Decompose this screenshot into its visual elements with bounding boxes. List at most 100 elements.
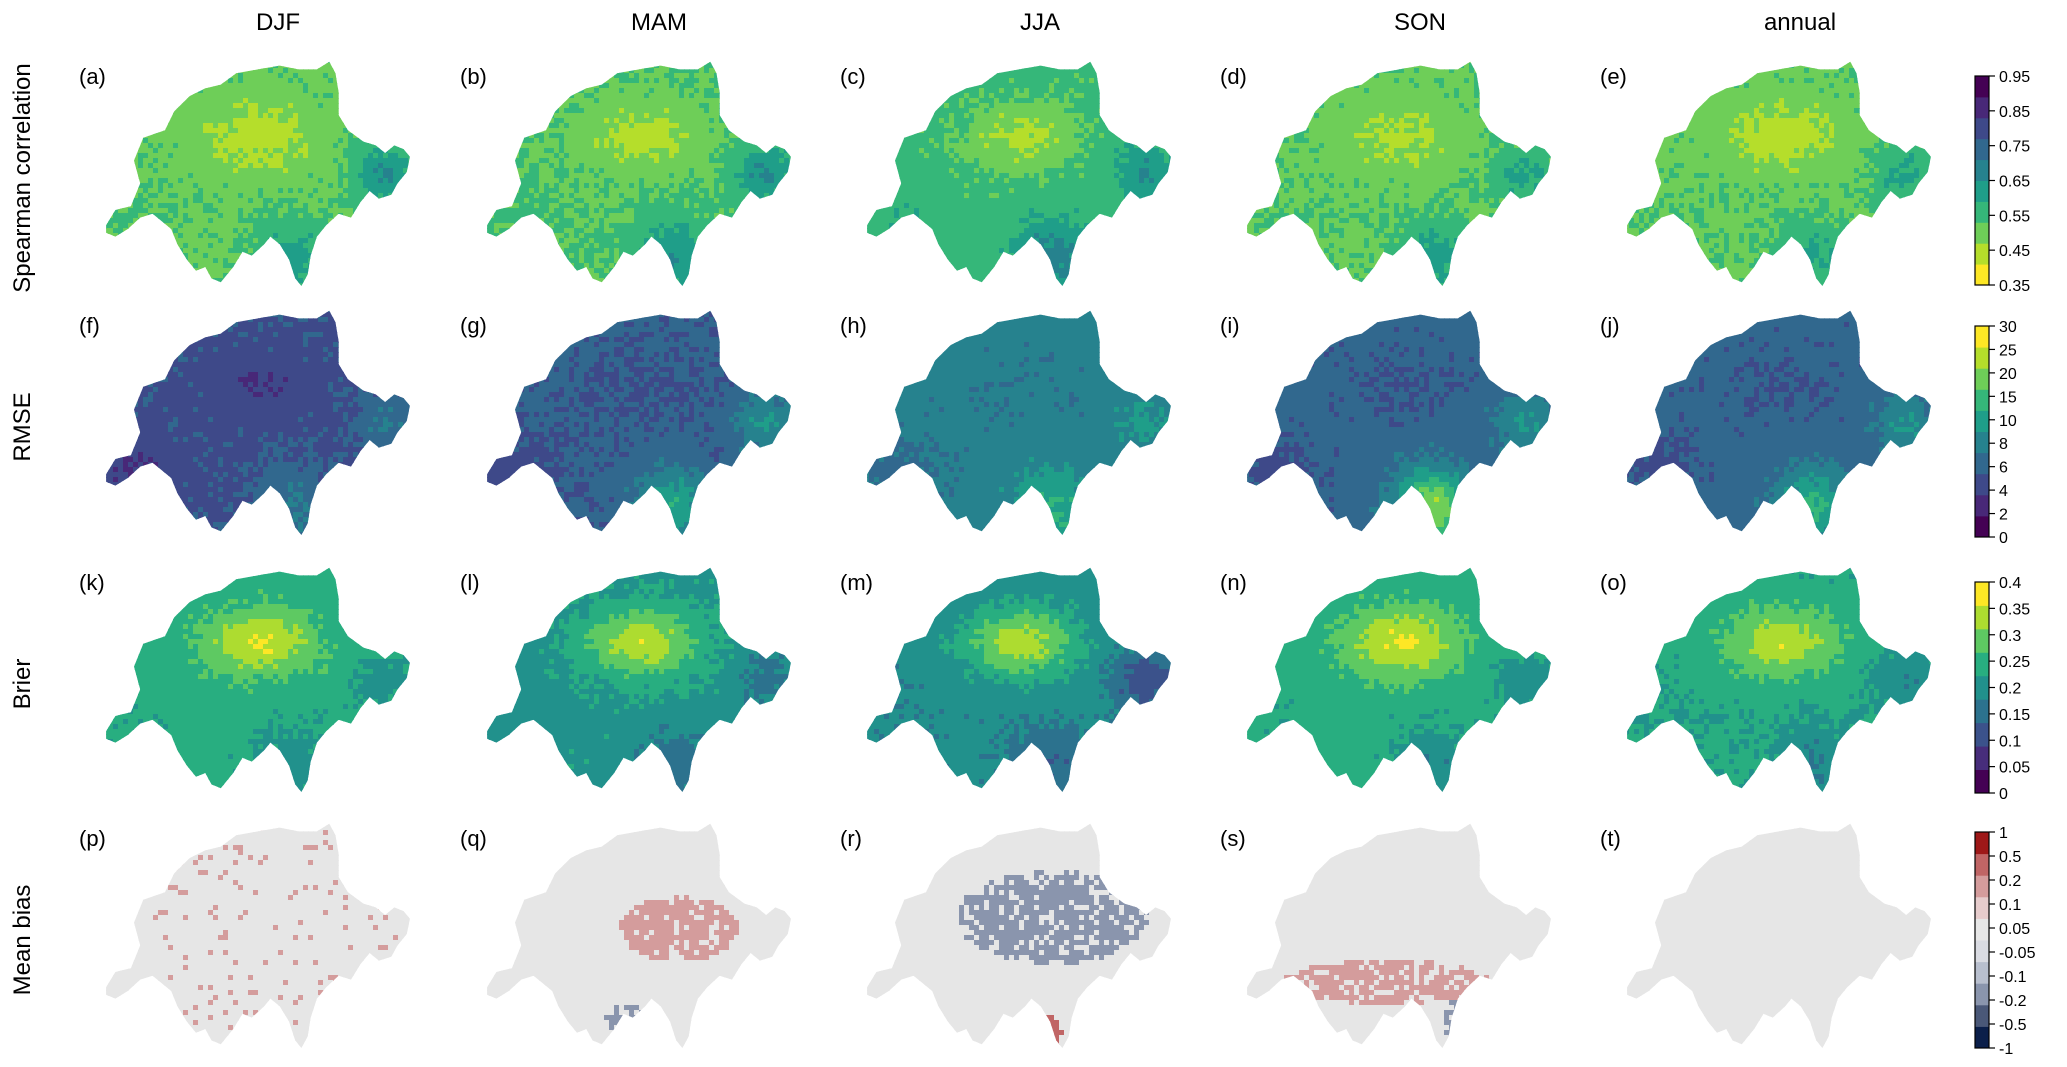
colorbars: 0.950.850.750.650.550.450.35302520151086…	[1975, 69, 2036, 1058]
colorbar-segment	[1975, 652, 1989, 676]
panel-letter: (e)	[1600, 64, 1627, 89]
colorbar-tick-label: 0.95	[1999, 69, 2030, 86]
row-label-0: Spearman correlation	[9, 63, 36, 292]
colorbar-segment	[1975, 347, 1989, 369]
map-panel-0-2: (c)	[840, 58, 1180, 299]
map-panel-0-4: (e)	[1600, 58, 1940, 299]
colorbar-tick-label: 0.65	[1999, 174, 2030, 191]
map-field	[1624, 58, 1940, 299]
colorbar-tick-label: -0.2	[1999, 993, 2027, 1010]
colorbar-tick-label: 25	[1999, 342, 2017, 359]
row-label-3: Mean bias	[9, 885, 36, 996]
colorbar-tick-label: -0.05	[1999, 945, 2036, 962]
colorbar-segment	[1975, 983, 1989, 1005]
colorbar-tick-label: 1	[1999, 825, 2008, 842]
colorbar-tick-label: 10	[1999, 413, 2017, 430]
colorbar-segment	[1975, 629, 1989, 653]
colorbar-segment	[1975, 432, 1989, 454]
colorbar-segment	[1975, 699, 1989, 723]
row-label-2: Brier	[9, 659, 36, 710]
colorbar-tick-label: -0.1	[1999, 969, 2027, 986]
column-headers: DJF MAM JJA SON annual	[256, 9, 1836, 36]
column-header-mam: MAM	[631, 9, 687, 36]
map-field	[1244, 820, 1560, 1061]
colorbar-segment	[1975, 453, 1989, 475]
panel-letter: (c)	[840, 64, 866, 89]
map-panel-3-3: (s)	[1220, 820, 1560, 1061]
map-panel-3-1: (q)	[460, 820, 800, 1061]
colorbar-segment	[1975, 676, 1989, 700]
map-panel-2-1: (l)	[460, 564, 800, 805]
panel-letter: (r)	[840, 826, 862, 851]
map-field	[864, 564, 1180, 805]
column-header-son: SON	[1394, 9, 1446, 36]
panel-letter: (p)	[79, 826, 106, 851]
map-field	[103, 820, 419, 1061]
colorbar-tick-label: 0.3	[1999, 628, 2021, 645]
map-field	[1624, 307, 1940, 548]
map-field	[1624, 820, 1940, 1061]
map-field	[484, 307, 800, 548]
panel-letter: (i)	[1220, 313, 1240, 338]
colorbar-segment	[1975, 516, 1989, 538]
map-field	[1244, 564, 1560, 805]
panel-letter: (b)	[460, 64, 487, 89]
map-panel-2-2: (m)	[840, 564, 1180, 805]
map-field	[103, 307, 419, 548]
colorbar-segment	[1975, 918, 1989, 940]
colorbar-segment	[1975, 962, 1989, 984]
colorbar-tick-label: 20	[1999, 366, 2017, 383]
map-field	[484, 564, 800, 805]
map-field	[484, 820, 800, 1061]
map-panel-1-3: (i)	[1220, 307, 1560, 548]
colorbar-segment	[1975, 940, 1989, 962]
colorbar-tick-label: 8	[1999, 436, 2008, 453]
colorbar-tick-label: 0.45	[1999, 243, 2030, 260]
colorbar-segment	[1975, 76, 1989, 97]
map-field	[864, 307, 1180, 548]
map-field	[864, 820, 1180, 1061]
map-panel-1-4: (j)	[1600, 307, 1940, 548]
colorbar-tick-label: 0.75	[1999, 139, 2030, 156]
map-panel-0-1: (b)	[460, 58, 800, 299]
colorbar-tick-label: 15	[1999, 389, 2017, 406]
colorbar-tick-label: 30	[1999, 319, 2017, 336]
colorbar-2: 0.40.350.30.250.20.150.10.050	[1975, 575, 2030, 803]
map-field	[103, 564, 419, 805]
colorbar-segment	[1975, 605, 1989, 629]
panel-letter: (a)	[79, 64, 106, 89]
map-panel-1-0: (f)	[79, 307, 419, 548]
colorbar-segment	[1975, 875, 1989, 897]
map-field	[103, 58, 419, 299]
colorbar-segment	[1975, 854, 1989, 876]
colorbar-tick-label: 0.55	[1999, 208, 2030, 225]
colorbar-segment	[1975, 222, 1989, 243]
map-field	[1244, 58, 1560, 299]
colorbar-segment	[1975, 368, 1989, 390]
colorbar-tick-label: 0.85	[1999, 104, 2030, 121]
map-panel-2-3: (n)	[1220, 564, 1560, 805]
colorbar-segment	[1975, 410, 1989, 432]
colorbar-segment	[1975, 474, 1989, 496]
panel-letter: (o)	[1600, 570, 1627, 595]
map-panel-0-0: (a)	[79, 58, 419, 299]
map-panel-3-0: (p)	[79, 820, 419, 1061]
colorbar-segment	[1975, 97, 1989, 118]
colorbar-tick-label: 0.1	[1999, 897, 2021, 914]
colorbar-segment	[1975, 243, 1989, 264]
colorbar-segment	[1975, 746, 1989, 770]
map-panel-1-1: (g)	[460, 307, 800, 548]
colorbar-tick-label: 0.25	[1999, 654, 2030, 671]
panel-letter: (k)	[79, 570, 105, 595]
colorbar-segment	[1975, 181, 1989, 202]
colorbar-tick-label: -0.5	[1999, 1017, 2027, 1034]
colorbar-segment	[1975, 118, 1989, 139]
colorbar-tick-label: 6	[1999, 460, 2008, 477]
colorbar-segment	[1975, 326, 1989, 348]
colorbar-tick-label: 2	[1999, 507, 2008, 524]
colorbar-tick-label: 0.15	[1999, 707, 2030, 724]
colorbar-segment	[1975, 582, 1989, 606]
map-panel-0-3: (d)	[1220, 58, 1560, 299]
